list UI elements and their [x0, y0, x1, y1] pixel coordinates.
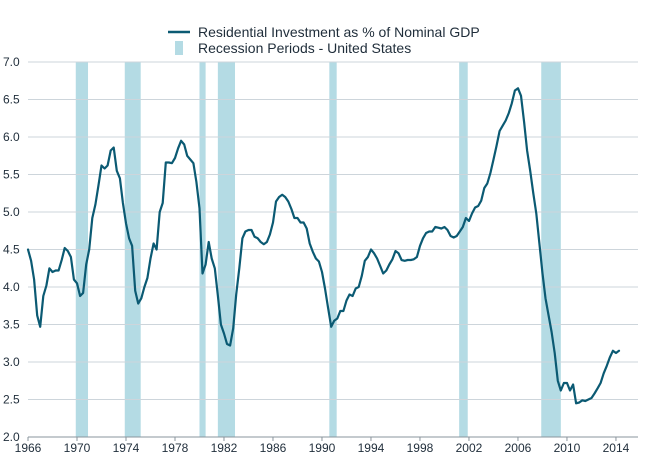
x-tick-label: 1978 [162, 441, 189, 455]
y-tick-label: 7.0 [3, 55, 20, 69]
legend-label-series: Residential Investment as % of Nominal G… [198, 24, 480, 40]
y-tick-label: 2.0 [3, 430, 20, 444]
x-tick-label: 1974 [113, 441, 140, 455]
y-tick-label: 3.5 [3, 318, 20, 332]
axes [27, 436, 638, 441]
x-tick-label: 2010 [554, 441, 581, 455]
y-axis-tick-labels: 2.0 2.5 3.0 3.5 4.0 4.5 5.0 5.5 6.0 6.5 7.0 [3, 55, 20, 444]
y-tick-label: 6.0 [3, 130, 20, 144]
x-tick-label: 2002 [456, 441, 483, 455]
x-tick-label: 1986 [260, 441, 287, 455]
x-tick-label: 1966 [15, 441, 42, 455]
y-tick-label: 2.5 [3, 393, 20, 407]
y-tick-label: 4.5 [3, 243, 20, 257]
legend-band-swatch [175, 41, 183, 55]
series-line-1 [26, 87, 621, 405]
x-tick-label: 1970 [64, 441, 91, 455]
legend-label-recession: Recession Periods - United States [198, 40, 411, 56]
x-tick-label: 2014 [603, 441, 630, 455]
y-tick-label: 5.5 [3, 168, 20, 182]
x-tick-label: 1982 [211, 441, 238, 455]
series [26, 87, 621, 405]
legend: Residential Investment as % of Nominal G… [168, 24, 480, 56]
y-tick-label: 5.0 [3, 205, 20, 219]
y-tick-label: 4.0 [3, 280, 20, 294]
x-tick-label: 1998 [407, 441, 434, 455]
x-tick-label: 2006 [505, 441, 532, 455]
y-tick-label: 3.0 [3, 355, 20, 369]
x-axis-tick-labels: 1966 1970 1974 1978 1982 1986 1990 1994 1998 2002… [15, 441, 630, 455]
x-tick-label: 1994 [358, 441, 385, 455]
x-tick-label: 1990 [309, 441, 336, 455]
y-tick-label: 6.5 [3, 93, 20, 107]
